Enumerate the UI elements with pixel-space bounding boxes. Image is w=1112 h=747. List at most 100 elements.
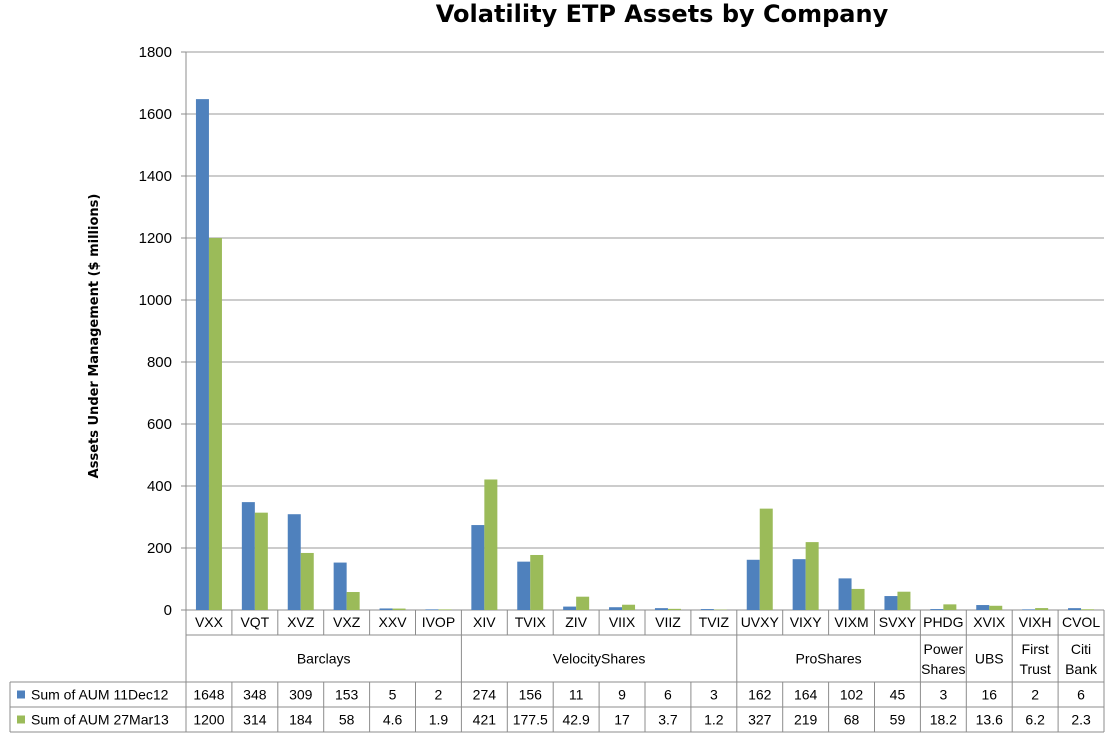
data-value: 42.9 [563, 712, 590, 728]
group-label: First [1022, 641, 1049, 657]
bar-mar13-vixm [851, 588, 865, 610]
bar-dec12-vxz [333, 562, 347, 610]
bar-mar13-vxz [346, 592, 360, 610]
data-value: 18.2 [930, 712, 957, 728]
data-value: 348 [243, 687, 267, 703]
data-value: 17 [614, 712, 630, 728]
group-label: Bank [1065, 661, 1098, 677]
data-value: 314 [243, 712, 267, 728]
group-label: Power [924, 641, 964, 657]
category-label: VXX [195, 614, 224, 630]
data-value: 3 [710, 687, 718, 703]
bar-dec12-viiz [654, 608, 668, 610]
group-label: Trust [1019, 661, 1050, 677]
category-label: PHDG [923, 614, 963, 630]
bar-mar13-uvxy [759, 508, 773, 610]
bar-dec12-ziv [563, 606, 577, 610]
bar-dec12-vixh [1022, 609, 1036, 610]
bar-dec12-uvxy [746, 559, 760, 610]
category-label: VQT [240, 614, 269, 630]
group-label: Shares [921, 661, 965, 677]
bar-mar13-cvol [1081, 609, 1095, 610]
category-label: VIIZ [655, 614, 681, 630]
bar-dec12-vqt [241, 502, 255, 610]
data-value: 13.6 [976, 712, 1003, 728]
y-tick-label: 1200 [139, 230, 172, 247]
y-tick-label: 400 [147, 478, 172, 495]
category-label: XIV [473, 614, 496, 630]
bar-dec12-xiv [471, 525, 485, 610]
data-value: 274 [473, 687, 497, 703]
bar-dec12-xvix [976, 605, 990, 610]
bar-mar13-vixh [1035, 608, 1049, 610]
data-value: 156 [519, 687, 543, 703]
legend-label: Sum of AUM 27Mar13 [31, 712, 169, 728]
bar-mar13-vxx [208, 238, 222, 610]
data-value: 309 [289, 687, 313, 703]
y-tick-label: 200 [147, 540, 172, 557]
bar-mar13-ziv [576, 596, 590, 610]
bar-dec12-xvz [287, 514, 301, 610]
bar-mar13-vqt [254, 512, 268, 610]
data-value: 6 [664, 687, 672, 703]
category-label: ZIV [565, 614, 587, 630]
y-tick-label: 1400 [139, 168, 172, 185]
data-value: 153 [335, 687, 359, 703]
data-value: 2 [435, 687, 443, 703]
data-value: 5 [389, 687, 397, 703]
category-label: VIXM [834, 614, 868, 630]
bar-mar13-xiv [484, 479, 498, 610]
data-value: 184 [289, 712, 313, 728]
y-tick-label: 1000 [139, 292, 172, 309]
category-label: CVOL [1062, 614, 1100, 630]
y-tick-label: 600 [147, 416, 172, 433]
category-label: XXV [379, 614, 408, 630]
bar-dec12-vixm [838, 578, 852, 610]
group-label: VelocityShares [553, 651, 646, 667]
data-value: 1.2 [704, 712, 724, 728]
bar-mar13-tvix [530, 554, 544, 610]
category-label: XVIX [973, 614, 1006, 630]
data-value: 45 [890, 687, 906, 703]
category-label: TVIX [515, 614, 547, 630]
category-label: TVIZ [699, 614, 730, 630]
bar-dec12-cvol [1068, 608, 1082, 610]
data-value: 421 [473, 712, 497, 728]
bar-mar13-svxy [897, 591, 911, 610]
data-table: VXX VQT XVZ VXZ XXV IVOP XIV TVIX ZIV VIIX VIIZ TVI… [9, 610, 1105, 733]
bars [195, 99, 1095, 611]
data-value: 162 [748, 687, 772, 703]
data-value: 6.2 [1025, 712, 1045, 728]
data-value: 219 [794, 712, 818, 728]
bar-mar13-ivop [438, 609, 452, 610]
bar-mar13-viix [622, 604, 636, 610]
data-value: 1200 [193, 712, 224, 728]
y-tick-label: 1800 [139, 44, 172, 61]
bar-dec12-viix [609, 607, 623, 610]
data-value: 11 [569, 687, 584, 703]
data-value: 4.6 [383, 712, 403, 728]
bar-mar13-viiz [667, 608, 681, 610]
category-label: VXZ [333, 614, 361, 630]
data-value: 3 [939, 687, 947, 703]
category-label: UVXY [741, 614, 780, 630]
group-label: ProShares [796, 651, 862, 667]
y-tick-label: 0 [164, 602, 172, 619]
category-label: VIIX [609, 614, 636, 630]
bar-dec12-phdg [930, 609, 944, 610]
group-label: UBS [975, 651, 1004, 667]
data-value: 3.7 [658, 712, 678, 728]
y-axis-label: Assets Under Management ($ millions) [87, 194, 102, 479]
y-tick-label: 800 [147, 354, 172, 371]
bar-dec12-tviz [700, 609, 714, 610]
legend-swatch [17, 715, 25, 724]
bar-dec12-ivop [425, 609, 439, 610]
bar-mar13-xvix [989, 605, 1003, 610]
data-value: 102 [840, 687, 864, 703]
y-axis-ticks: 0 200 400 600 800 1000 1200 1400 1600 1800 [139, 44, 186, 619]
data-value: 6 [1077, 687, 1085, 703]
y-tick-label: 1600 [139, 106, 172, 123]
bar-mar13-vixy [805, 542, 819, 610]
bar-mar13-phdg [943, 604, 957, 610]
data-value: 1.9 [429, 712, 449, 728]
